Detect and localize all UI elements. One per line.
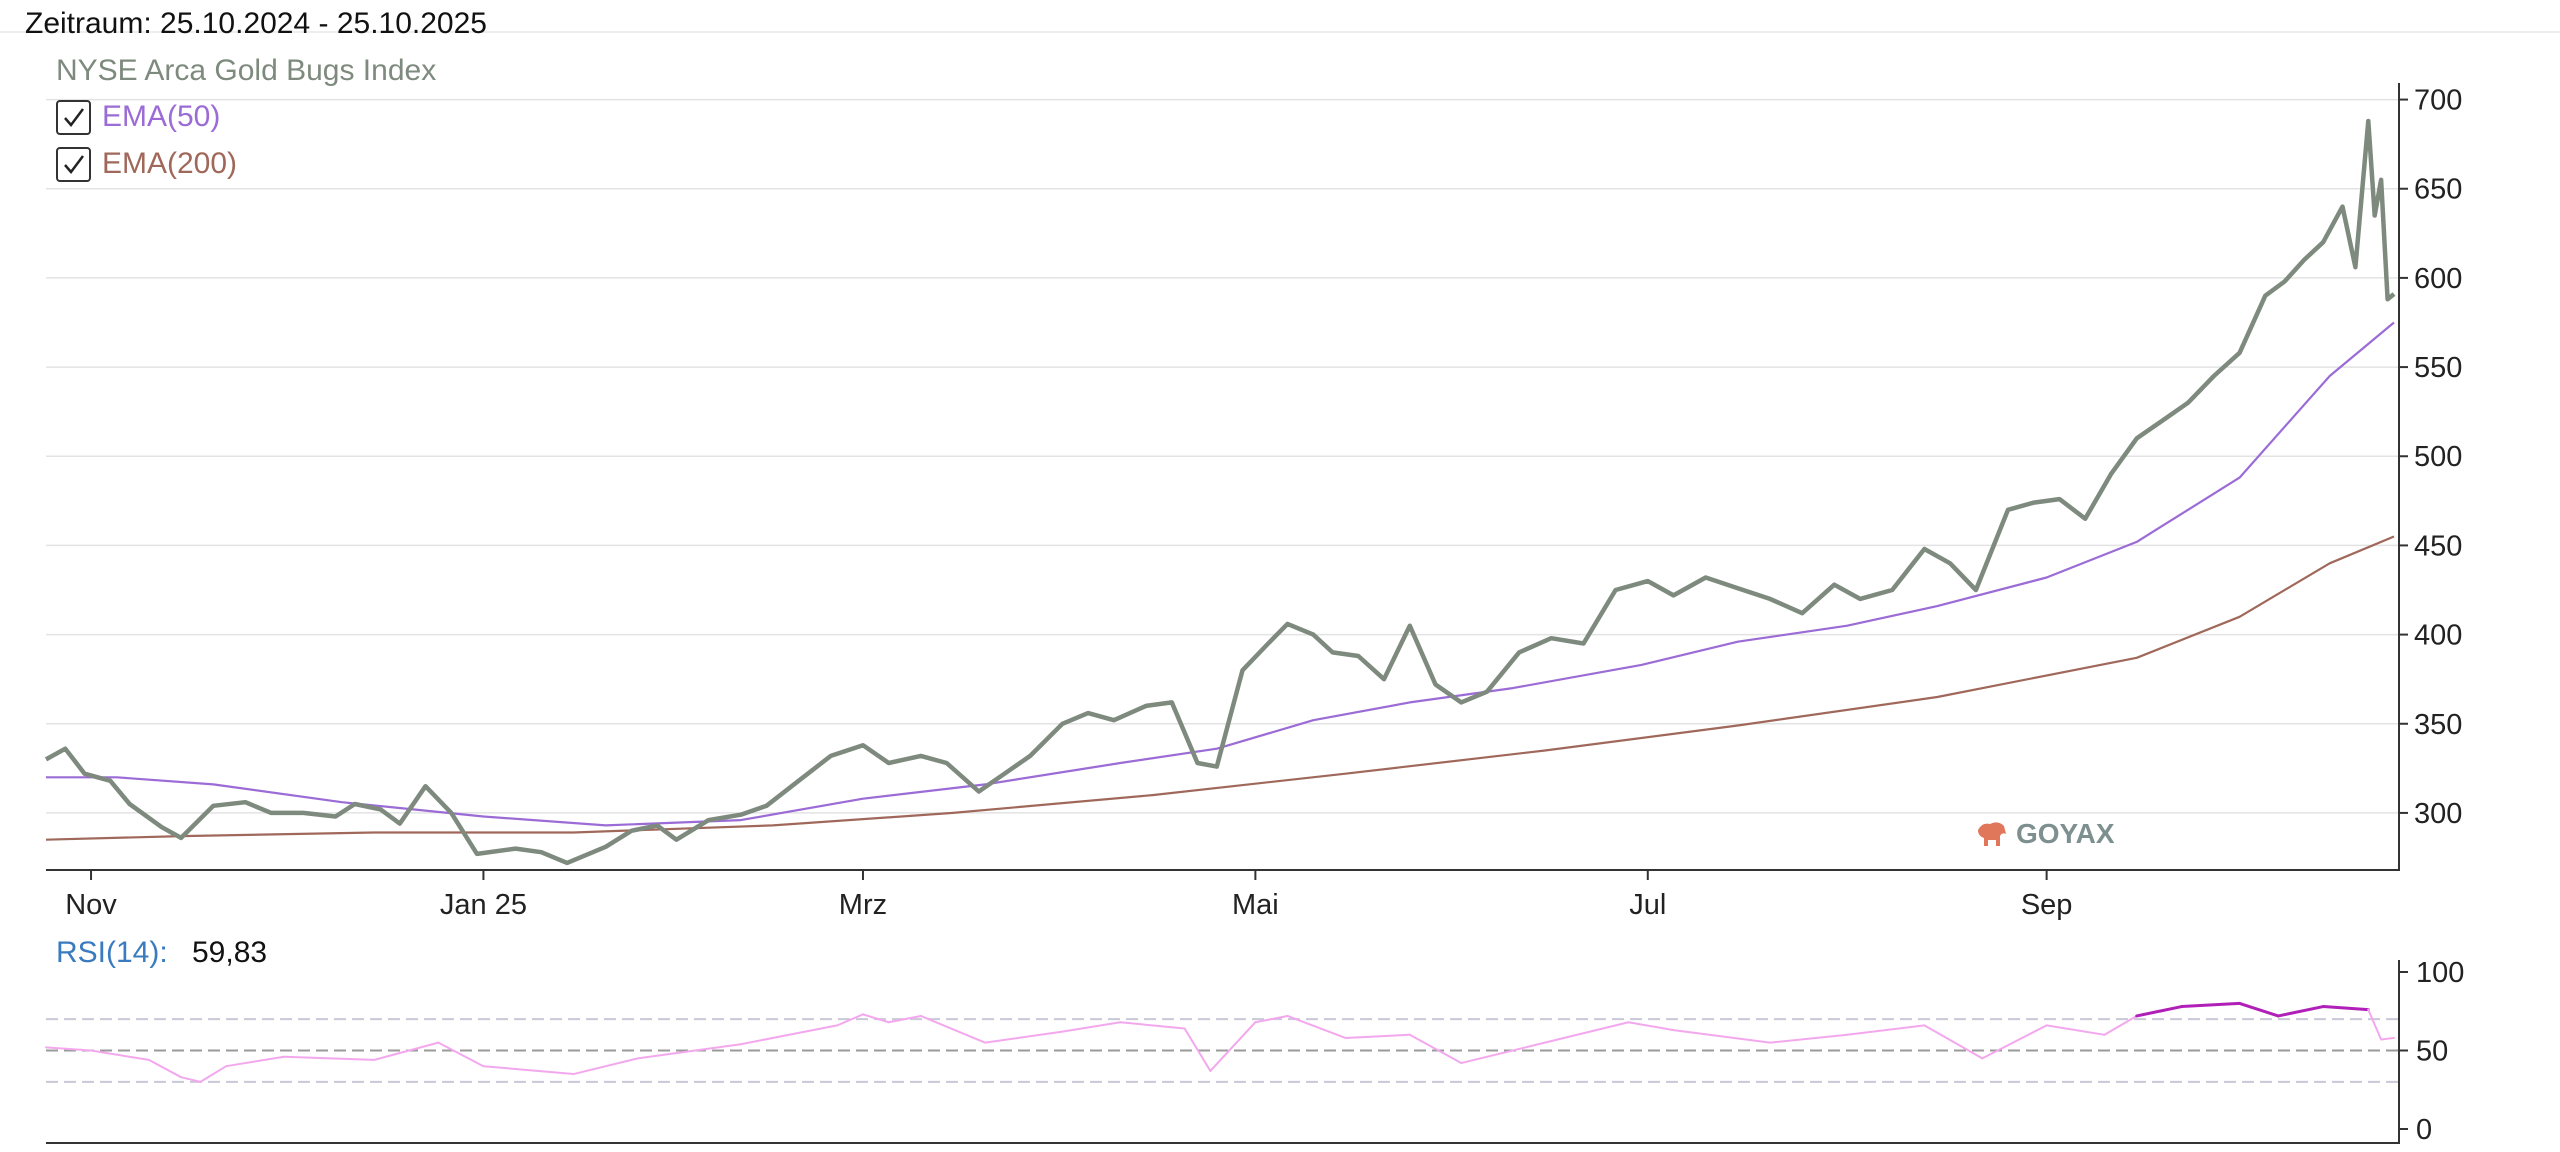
ema50-checkbox[interactable] [56,100,91,135]
rsi-y-tick-label: 50 [2416,1036,2448,1068]
rsi-value: 59,83 [192,936,267,969]
y-tick-label: 350 [2414,709,2462,741]
legend-ema50-label[interactable]: EMA(50) [102,100,220,133]
y-tick-label: 650 [2414,174,2462,206]
ema50-toggle[interactable]: EMA(50) [56,100,220,135]
rsi-segment [984,1030,1064,1044]
y-tick-label: 400 [2414,620,2462,652]
rsi-segment [1543,1021,1630,1044]
main-x-ticks: Nov Jan 25 Mrz Mai Jul Sep [65,870,2072,921]
rsi-segment [1408,1033,1463,1065]
rsi-segment [147,1058,183,1079]
series-line-price [44,118,2396,866]
rsi-segment [2321,1005,2370,1012]
rsi-segment [180,1076,202,1083]
y-tick-label: 450 [2414,530,2462,562]
rsi-segment [482,1065,575,1076]
rsi-segment [2103,1014,2138,1036]
rsi-segment [2276,1005,2325,1018]
x-tick-label: Mrz [839,889,887,921]
rsi-segment [2180,1001,2242,1009]
rsi-segment [373,1041,440,1061]
rsi-segment [572,1057,639,1076]
rsi-segment [836,1013,864,1027]
rsi-segment [1923,1024,1984,1060]
rsi-segment [739,1024,839,1046]
rsi-segment [1460,1041,1546,1065]
legend: NYSE Arca Gold Bugs Index EMA(50) EMA(20… [56,54,436,182]
rsi-segment [90,1049,150,1061]
rsi-segment [437,1041,485,1068]
x-tick-label: Mai [1232,889,1279,921]
check-icon [64,155,84,174]
series-line-ema200 [45,535,2395,841]
rsi-segment [1981,1024,2048,1060]
rsi-segment [45,1046,93,1052]
rsi-segment [2367,1008,2383,1041]
rsi-segment [1769,1033,1849,1044]
rsi-segment [1627,1021,1675,1032]
main-chart-grid [46,98,2399,814]
rsi-label: RSI(14): [56,936,168,969]
rsi-segment [199,1065,228,1083]
rsi-segment [225,1055,286,1068]
rsi-segment [1672,1029,1772,1044]
main-y-ticks: 300 350 400 450 500 550 600 650 700 [2399,85,2462,830]
x-tick-label: Jul [1629,889,1666,921]
rsi-series-layer [45,1001,2395,1083]
y-tick-label: 600 [2414,263,2462,295]
period-label: Zeitraum: 25.10.2024 - 25.10.2025 [25,7,487,40]
rsi-segment [636,1043,742,1060]
check-icon [64,108,84,127]
y-tick-label: 550 [2414,352,2462,384]
rsi-reference-lines [46,1018,2399,1083]
y-tick-label: 500 [2414,441,2462,473]
goyax-watermark: GOYAX [1978,818,2115,849]
main-chart-axis [46,83,2400,871]
legend-series-label: NYSE Arca Gold Bugs Index [56,54,436,87]
rsi-segment [861,1013,890,1024]
rsi-segment [283,1055,376,1061]
series-layer [44,118,2396,866]
rsi-y-ticks: 0 50 100 [2399,957,2464,1146]
ema200-toggle[interactable]: EMA(200) [56,147,237,182]
rsi-segment [2380,1036,2395,1041]
rsi-header: RSI(14): 59,83 [56,936,267,969]
x-tick-label: Nov [65,889,117,921]
rsi-segment [887,1014,922,1024]
ema200-checkbox[interactable] [56,147,91,182]
y-tick-label: 300 [2414,798,2462,830]
rsi-segment [1344,1033,1411,1039]
series-line-ema50 [46,321,2395,827]
x-tick-label: Jan 25 [440,889,527,921]
rsi-y-tick-label: 0 [2416,1114,2432,1146]
rsi-segment [1061,1021,1122,1033]
rsi-segment [2135,1005,2184,1018]
watermark-text: GOYAX [2016,818,2115,849]
legend-ema200-label[interactable]: EMA(200) [102,147,237,180]
rsi-segment [919,1014,987,1044]
rsi-segment [1254,1014,1289,1024]
rsi-segment [1119,1021,1186,1030]
rsi-segment [2045,1024,2106,1036]
rsi-segment [2238,1001,2280,1018]
x-tick-label: Sep [2021,889,2073,921]
y-tick-label: 700 [2414,85,2462,117]
rsi-y-tick-label: 100 [2416,957,2464,989]
rsi-segment [1846,1024,1926,1036]
rsi-segment [1286,1014,1347,1039]
rsi-segment [1209,1021,1257,1072]
rsi-segment [1183,1027,1212,1072]
bull-icon [1978,822,2006,846]
